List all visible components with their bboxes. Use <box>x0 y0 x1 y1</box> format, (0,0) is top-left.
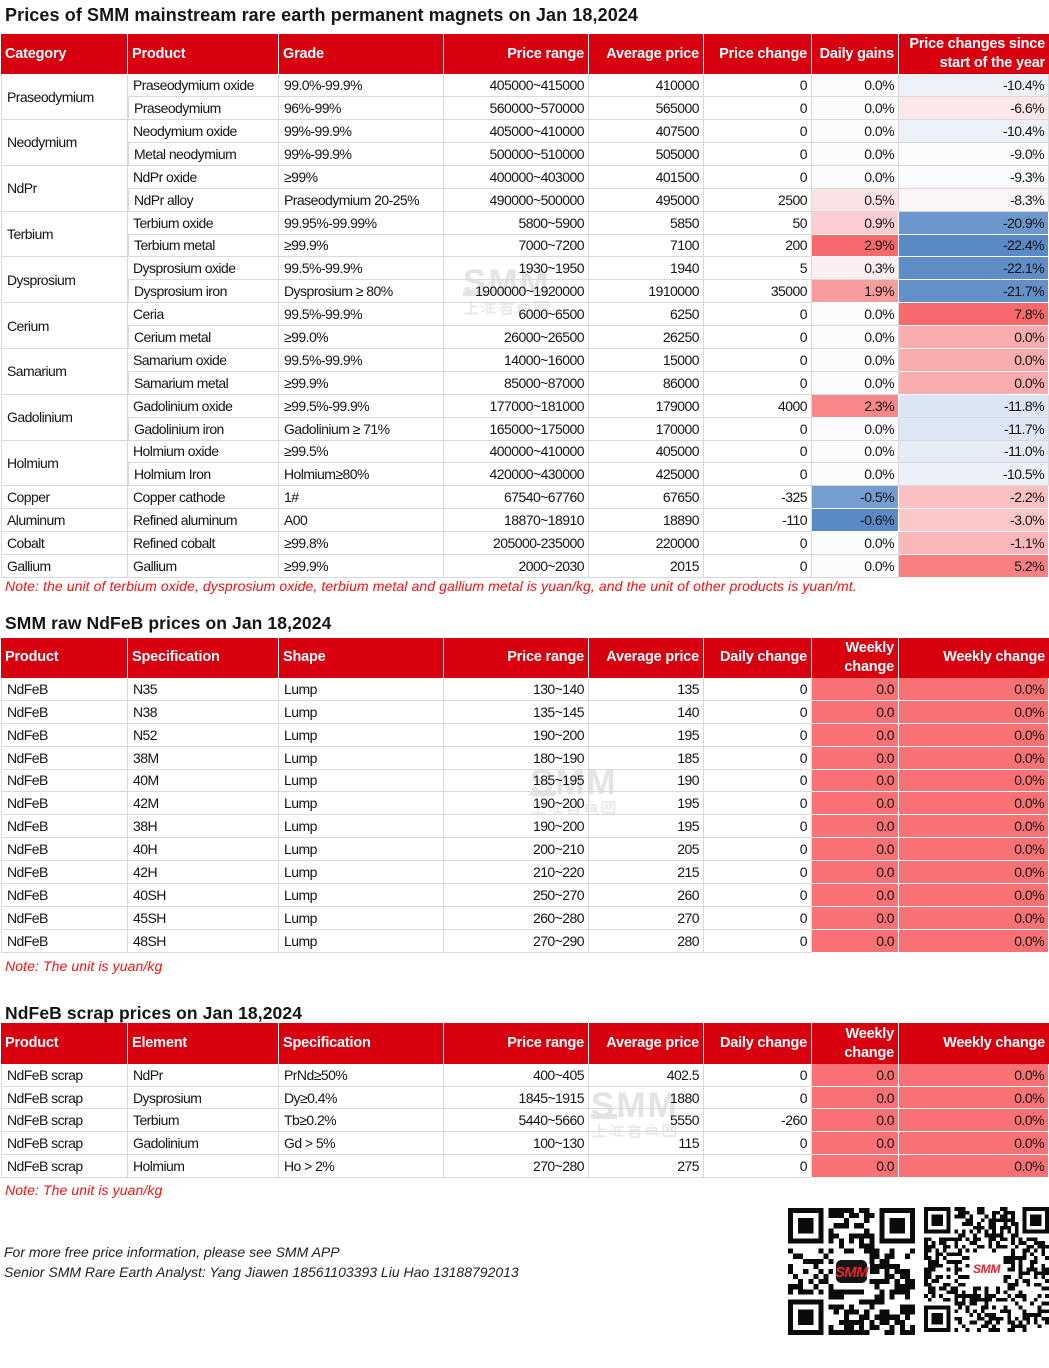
svg-text:SMM: SMM <box>973 1262 1001 1276</box>
svg-text:SMM: SMM <box>835 1265 869 1281</box>
